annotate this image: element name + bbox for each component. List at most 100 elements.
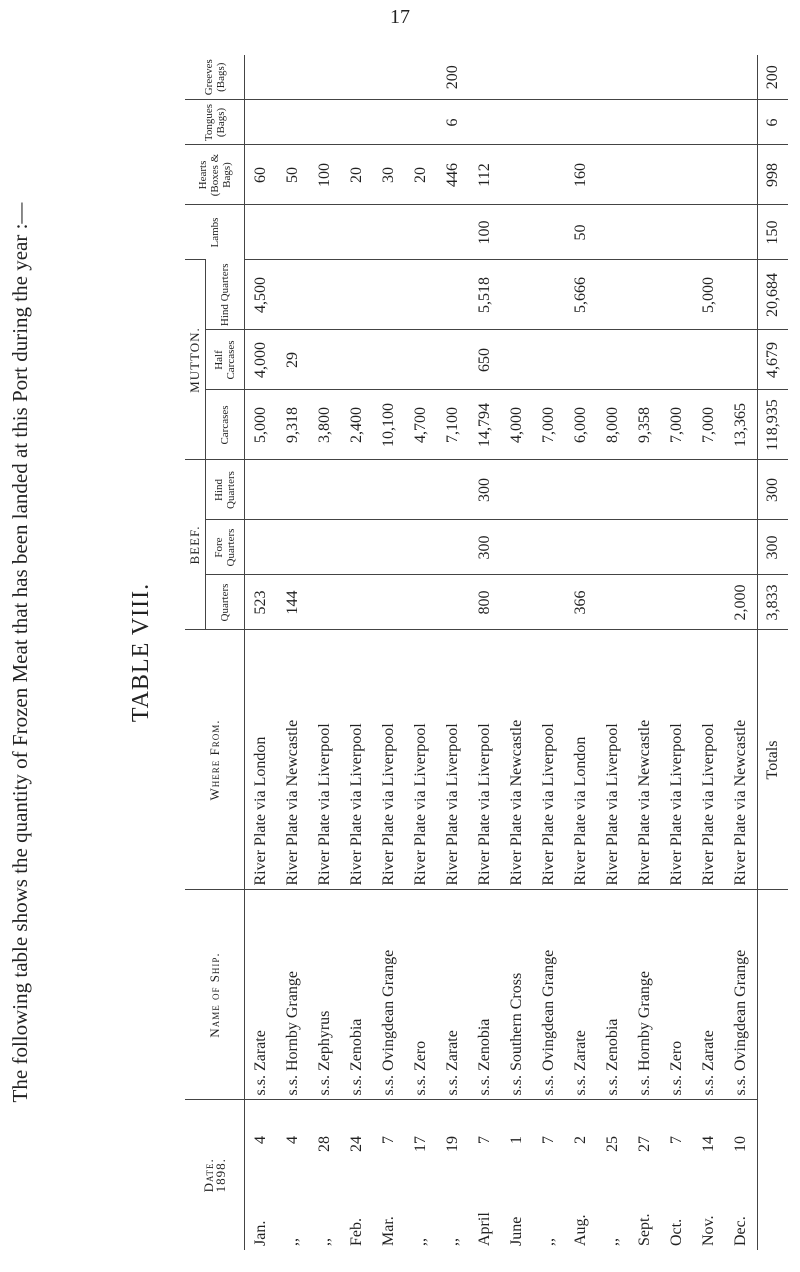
empty-cell	[277, 205, 309, 260]
intro-text: The following table shows the quantity o…	[8, 202, 32, 1103]
table-row: ,, 7 s.s. Ovingdean Grange River Plate via …	[533, 55, 565, 1250]
column-header: Half Carcases	[205, 330, 245, 390]
empty-cell	[565, 460, 597, 520]
day: 2	[572, 1136, 589, 1144]
quantity: 29	[277, 330, 309, 390]
quantity: 200	[444, 65, 461, 90]
empty-cell	[565, 55, 597, 100]
empty-cell	[341, 575, 373, 630]
empty-cell	[725, 145, 758, 205]
table-row: Feb. 24 s.s. Zenobia River Plate via Liverp…	[341, 55, 373, 1250]
empty-cell	[629, 55, 661, 100]
day: 4	[252, 1136, 269, 1144]
ship-name: s.s. Zarate	[565, 890, 597, 1100]
day: 7	[380, 1136, 397, 1144]
empty-cell	[309, 330, 341, 390]
quantity: 5,000	[693, 260, 725, 330]
quantity: 523	[244, 575, 277, 630]
month: ,,	[412, 1238, 429, 1246]
quantity: 50	[565, 205, 597, 260]
quantity: 13,365	[725, 390, 758, 460]
empty-cell	[501, 260, 533, 330]
table-row: April 7 s.s. Zenobia River Plate via Liverp…	[469, 55, 501, 1250]
month: ,,	[604, 1238, 621, 1246]
empty-cell	[629, 330, 661, 390]
empty-cell	[373, 460, 405, 520]
empty-cell	[405, 460, 437, 520]
total-value: 300	[757, 520, 788, 575]
month: Oct.	[668, 1218, 685, 1246]
month: ,,	[316, 1238, 333, 1246]
quantity: 4,000	[501, 390, 533, 460]
title-block: The following table shows the quantity o…	[8, 55, 178, 1250]
table-row: Sept. 27 s.s. Hornby Grange River Plate via…	[629, 55, 661, 1250]
empty-cell	[629, 520, 661, 575]
totals-row: Totals 3,833 300 300 118,935 4,679 20,684 150 99…	[757, 55, 788, 1250]
table-row: ,, 19 s.s. Zarate River Plate via Liverpool…	[437, 55, 469, 1250]
total-value: 4,679	[757, 330, 788, 390]
empty-cell	[693, 55, 725, 100]
empty-cell	[693, 520, 725, 575]
empty-cell	[405, 520, 437, 575]
empty-cell	[533, 460, 565, 520]
day: 1	[508, 1136, 525, 1144]
empty-cell	[725, 260, 758, 330]
empty-cell	[501, 460, 533, 520]
where-from: River Plate via Newcastle	[629, 630, 661, 890]
ship-name: s.s. Zephyrus	[309, 890, 341, 1100]
empty-cell	[245, 55, 278, 100]
quantity: 6	[437, 100, 469, 145]
empty-cell	[501, 575, 533, 630]
empty-cell	[501, 330, 533, 390]
empty-cell	[725, 330, 758, 390]
empty-cell	[661, 100, 693, 145]
date-cell: ,, 19	[437, 1100, 469, 1250]
day: 10	[732, 1136, 749, 1152]
frozen-meat-table: Date. 1898. Name of Ship. Where From. BEEF. M…	[185, 55, 788, 1250]
empty-cell	[277, 520, 309, 575]
quantity: 20	[405, 145, 437, 205]
empty-cell	[309, 520, 341, 575]
empty-cell	[341, 330, 373, 390]
empty-cell	[597, 145, 629, 205]
day: 7	[476, 1136, 493, 1144]
empty-cell	[341, 55, 373, 100]
empty-cell	[309, 260, 341, 330]
quantity: 300	[469, 520, 501, 575]
quantity: 3,800	[309, 390, 341, 460]
empty-cell	[693, 100, 725, 145]
empty-cell	[661, 205, 693, 260]
empty-cell	[693, 145, 725, 205]
ship-name: s.s. Ovingdean Grange	[725, 890, 758, 1100]
empty-cell	[533, 575, 565, 630]
empty-cell	[437, 575, 469, 630]
quantity: 14,794	[469, 390, 501, 460]
month: ,,	[284, 1238, 301, 1246]
day: 4	[284, 1136, 301, 1144]
quantity: 5,000	[244, 390, 277, 460]
date-cell: June 1	[501, 1100, 533, 1250]
empty-cell	[565, 100, 597, 145]
date-cell: ,, 25	[597, 1100, 629, 1250]
month: June	[508, 1216, 525, 1246]
month: Jan.	[252, 1220, 269, 1246]
date-cell: Jan. 4	[244, 1100, 277, 1250]
table-row: ,, 25 s.s. Zenobia River Plate via Liverpoo…	[597, 55, 629, 1250]
empty-cell	[437, 260, 469, 330]
empty-cell	[277, 100, 309, 145]
empty-cell	[597, 55, 629, 100]
column-header: Hind Quarters	[205, 260, 245, 330]
ship-name: s.s. Zero	[661, 890, 693, 1100]
column-header: Tongues (Bags)	[185, 100, 245, 145]
day: 7	[540, 1136, 557, 1144]
empty-cell	[693, 460, 725, 520]
empty-cell	[533, 145, 565, 205]
empty-cell	[373, 330, 405, 390]
empty-cell	[309, 100, 341, 145]
empty-cell	[405, 100, 437, 145]
column-header: Quarters	[205, 575, 245, 630]
empty-cell	[244, 460, 277, 520]
quantity: 9,358	[629, 390, 661, 460]
where-from: River Plate via London	[244, 630, 277, 890]
quantity: 100	[309, 145, 341, 205]
